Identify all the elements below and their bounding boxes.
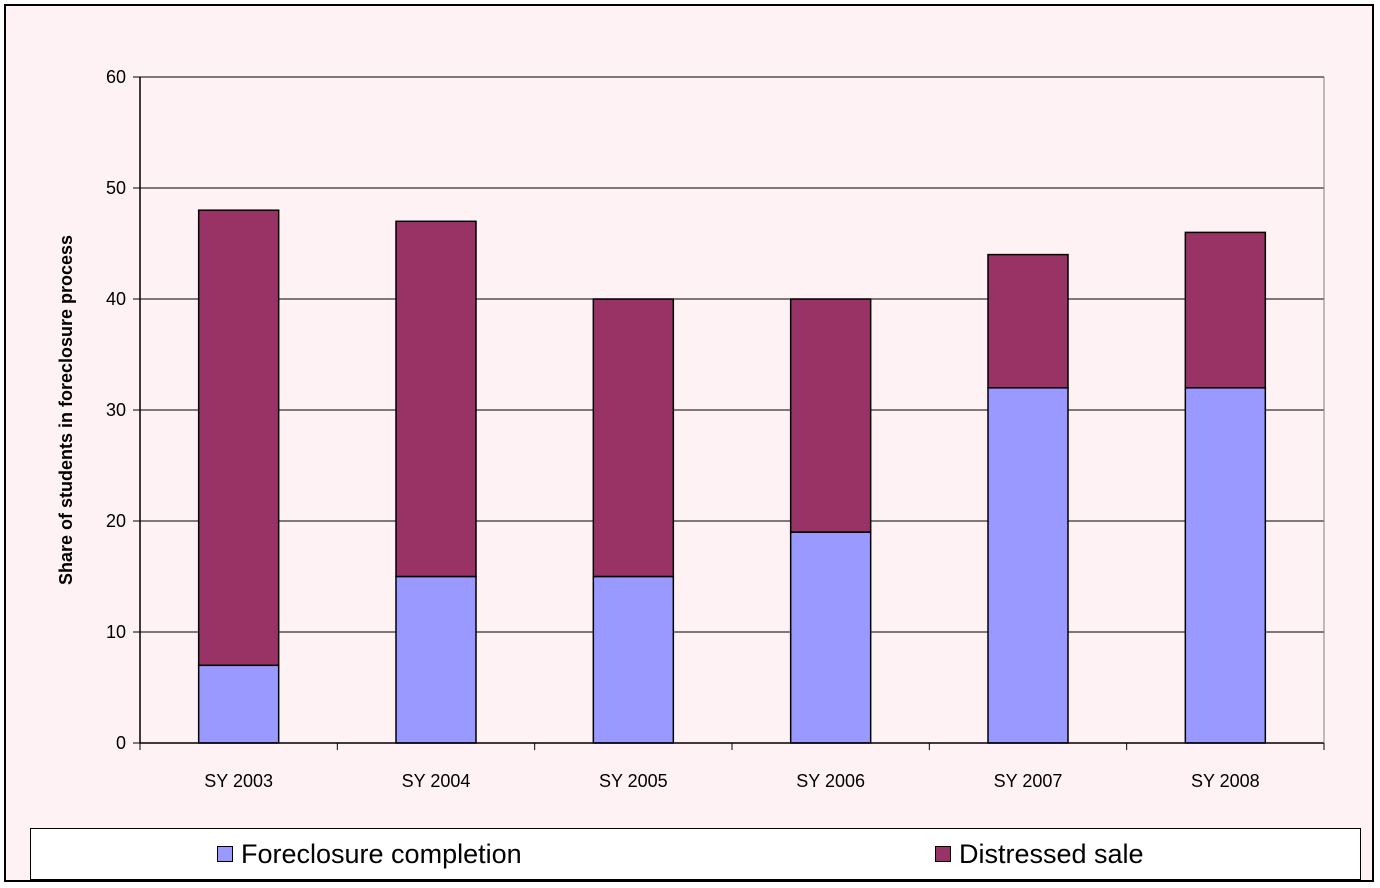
legend-item-foreclosure-completion: Foreclosure completion — [217, 839, 522, 869]
bar-distressed-sale — [395, 220, 477, 578]
x-tick-label: SY 2003 — [204, 771, 273, 791]
bar-foreclosure-completion — [197, 664, 280, 744]
y-tick-label: 60 — [106, 67, 126, 87]
legend-item-distressed-sale: Distressed sale — [935, 839, 1144, 869]
chart-plot: 0 10 20 30 40 50 60 SY 2003 SY 2004 SY 2005 SY 200… — [56, 67, 1325, 791]
legend-label-distressed-sale: Distressed sale — [959, 838, 1144, 869]
legend: Foreclosure completion Distressed sale — [30, 828, 1361, 880]
y-tick-label: 0 — [116, 733, 126, 753]
y-tick-label: 30 — [106, 400, 126, 420]
y-tick-label: 10 — [106, 622, 126, 642]
chart-area: 0 10 20 30 40 50 60 SY 2003 SY 2004 SY 2005 SY 200… — [4, 4, 1374, 882]
x-tick-label: SY 2006 — [796, 771, 865, 791]
bar-distressed-sale — [1184, 231, 1267, 389]
legend-label-foreclosure-completion: Foreclosure completion — [241, 838, 522, 869]
bar-foreclosure-completion — [592, 575, 675, 744]
bar-foreclosure-completion — [789, 531, 872, 744]
bar-foreclosure-completion — [395, 575, 477, 744]
legend-swatch-distressed-sale — [935, 846, 951, 862]
axes — [133, 76, 1325, 750]
x-tick-label: SY 2004 — [402, 771, 471, 791]
gridlines — [140, 76, 1324, 633]
bars — [197, 209, 1267, 744]
bar-foreclosure-completion — [987, 387, 1069, 744]
bar-foreclosure-completion — [1184, 387, 1267, 744]
bar-distressed-sale — [789, 298, 872, 533]
y-tick-label: 50 — [106, 178, 126, 198]
y-tick-label: 20 — [106, 511, 126, 531]
y-axis-title: Share of students in foreclosure process — [56, 235, 76, 585]
x-tick-label: SY 2008 — [1191, 771, 1260, 791]
bar-distressed-sale — [987, 253, 1069, 389]
x-tick-label: SY 2005 — [599, 771, 668, 791]
bar-distressed-sale — [592, 298, 675, 578]
tick-labels: 0 10 20 30 40 50 60 SY 2003 SY 2004 SY 2005 SY 200… — [106, 67, 1260, 791]
y-tick-label: 40 — [106, 289, 126, 309]
legend-swatch-foreclosure-completion — [217, 846, 233, 862]
bar-distressed-sale — [197, 209, 280, 667]
x-tick-label: SY 2007 — [994, 771, 1063, 791]
